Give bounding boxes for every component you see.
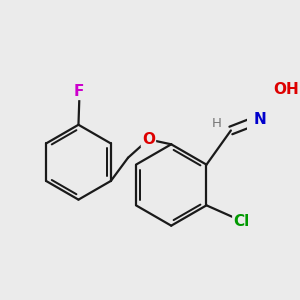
Text: F: F (74, 84, 85, 99)
Text: Cl: Cl (233, 214, 250, 229)
Text: N: N (254, 112, 267, 127)
Text: OH: OH (273, 82, 299, 97)
Text: O: O (142, 132, 155, 147)
Text: H: H (211, 118, 221, 130)
